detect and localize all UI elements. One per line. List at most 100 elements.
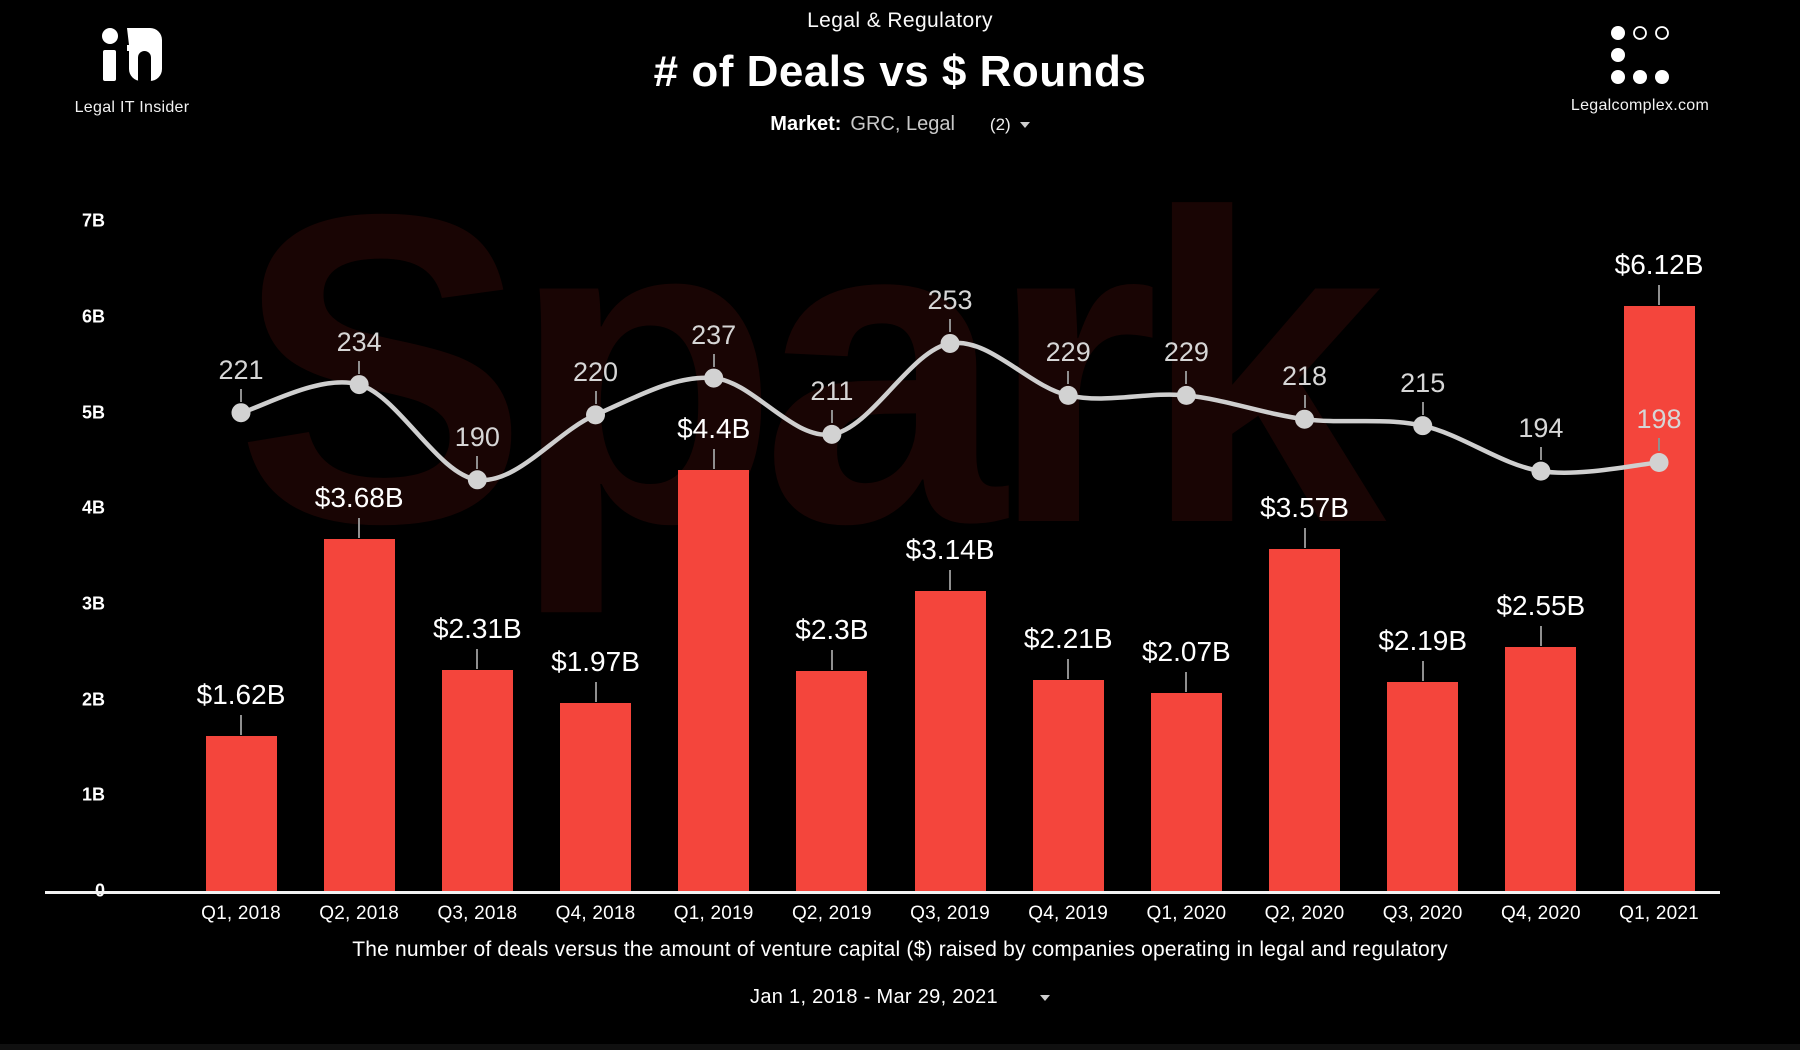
bar-value-label: $2.21B [1023,622,1113,654]
bar-label-leader [1421,660,1424,681]
bar-value-label: $3.14B [905,533,995,565]
deal-count-label: 194 [1518,413,1564,444]
line-point-Q1, 2020[interactable] [1176,385,1196,405]
bar-label-leader [240,715,242,736]
bar-value-label: $3.57B [1260,492,1349,524]
bar-Q1, 2021[interactable] [1623,305,1695,891]
bar-label-leader [1185,671,1188,692]
bar-value-label: $4.4B [677,413,751,445]
bar-label-leader [1303,528,1306,549]
bar-Q2, 2019[interactable] [796,670,868,891]
deal-count-label: 229 [1045,337,1091,368]
market-count-badge: (2) [989,114,1011,134]
legal-it-insider-logo-block: Legal IT Insider [42,26,222,117]
legalcomplex-logo-block: Legalcomplex.com [1530,24,1750,115]
line-point-Q3, 2019[interactable] [940,333,960,353]
line-point-Q4, 2019[interactable] [1058,385,1078,405]
line-point-Q2, 2020[interactable] [1295,409,1315,429]
chart-subtitle: Legal & Regulatory [807,9,993,32]
bar-Q4, 2018[interactable] [560,702,631,891]
market-label: Market: [770,113,842,135]
x-axis-label: Q4, 2018 [555,903,636,924]
brand-label: Legal IT Insider [74,99,190,116]
chart-title: # of Deals vs $ Rounds [653,47,1147,96]
x-axis-label: Q2, 2018 [319,903,400,924]
date-range-value: Jan 1, 2018 - Mar 29, 2021 [750,986,998,1008]
deal-count-label: 221 [218,354,264,385]
y-axis-label: 3B [81,593,105,614]
bar-Q3, 2020[interactable] [1387,681,1459,891]
count-label-leader [712,354,715,368]
x-axis-label: Q3, 2018 [437,903,518,924]
legalcomplex-dots-icon[interactable] [1609,24,1671,86]
bar-value-label: $2.07B [1141,635,1231,667]
bar-value-label: $6.12B [1614,248,1704,280]
bar-label-leader [594,681,597,702]
deal-count-label: 237 [691,320,737,351]
bar-value-label: $2.19B [1378,624,1468,656]
bar-Q3, 2018[interactable] [441,670,513,891]
bar-Q4, 2020[interactable] [1505,647,1577,891]
chevron-down-icon[interactable] [1039,994,1050,1001]
y-axis-label: 1B [81,784,105,805]
bar-label-leader [830,649,833,670]
bar-value-label: $3.68B [314,481,404,513]
bar-Q2, 2018[interactable] [323,538,395,891]
bar-Q1, 2020[interactable] [1150,692,1222,891]
line-point-Q1, 2019[interactable] [704,368,724,388]
x-axis-line [45,891,1720,894]
it-logo-icon[interactable] [100,26,164,86]
bar-Q1, 2019[interactable] [678,470,750,891]
x-axis-label: Q2, 2020 [1264,903,1345,924]
bar-label-leader [1067,658,1070,679]
y-axis-label: 5B [81,402,105,423]
header: Legal & Regulatory # of Deals vs $ Round… [0,0,1800,136]
count-label-leader [358,360,361,374]
chevron-down-icon[interactable] [1019,121,1030,128]
deal-count-label: 229 [1163,337,1209,368]
x-axis-label: Q1, 2019 [673,903,754,924]
deal-count-label: 220 [572,356,619,387]
site-label: Legalcomplex.com [1570,97,1710,114]
line-point-Q1, 2021[interactable] [1649,452,1669,472]
bar-value-label: $1.62B [196,679,286,711]
count-label-leader [1185,371,1188,385]
y-axis-label: 6B [81,306,105,327]
line-point-Q4, 2020[interactable] [1531,461,1551,481]
count-label-leader [1539,447,1542,461]
bar-label-leader [476,649,479,670]
deal-count-label: 218 [1281,361,1328,392]
deal-count-label: 211 [810,376,854,407]
bar-Q4, 2019[interactable] [1032,679,1104,891]
line-point-Q3, 2018[interactable] [467,470,487,490]
x-axis-label: Q2, 2019 [791,903,872,924]
bar-Q1, 2018[interactable] [205,736,277,891]
line-point-Q2, 2018[interactable] [349,375,369,395]
count-label-leader [1421,401,1424,415]
line-point-Q2, 2019[interactable] [822,424,842,444]
x-axis-label: Q1, 2020 [1146,903,1227,924]
x-axis-label: Q1, 2018 [201,903,281,924]
deal-count-label: 234 [336,326,382,357]
bar-value-label: $2.31B [432,613,522,645]
bar-value-label: $1.97B [551,645,640,677]
bar-Q3, 2019[interactable] [914,590,986,891]
count-label-leader [1067,371,1070,385]
count-label-leader [1658,438,1661,452]
bar-Q2, 2020[interactable] [1269,549,1341,891]
bar-value-label: $2.3B [795,613,869,645]
bar-label-leader [1539,626,1542,647]
x-axis-label: Q3, 2019 [910,903,990,924]
bottom-edge-strip [0,1044,1800,1050]
line-point-Q1, 2018[interactable] [231,403,251,423]
line-point-Q3, 2020[interactable] [1413,416,1433,436]
date-range-dropdown[interactable]: Jan 1, 2018 - Mar 29, 2021 [0,986,1800,1009]
line-point-Q4, 2018[interactable] [586,405,606,425]
market-value: GRC, Legal [850,113,955,135]
count-label-leader [594,390,597,404]
market-dropdown[interactable]: Market: GRC, Legal (2) [0,113,1800,136]
bar-label-leader [358,517,361,538]
